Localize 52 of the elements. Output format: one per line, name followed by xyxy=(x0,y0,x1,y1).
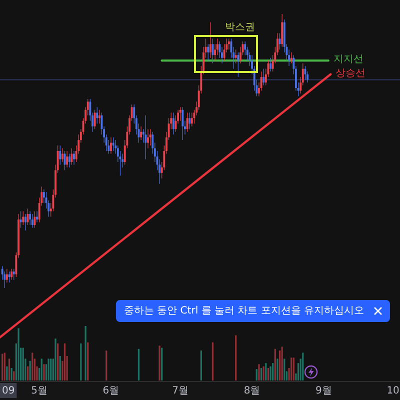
candlestick xyxy=(172,112,174,135)
candlestick xyxy=(70,148,73,165)
candlestick xyxy=(228,38,230,50)
x-tick-label: 10 xyxy=(386,386,400,396)
candlestick xyxy=(98,110,100,124)
candlestick xyxy=(144,115,147,160)
candlestick xyxy=(188,112,191,130)
candlestick xyxy=(112,137,114,152)
candlestick xyxy=(147,128,149,149)
candlestick xyxy=(29,210,32,226)
text: 중하는 동안 Ctrl 를 눌러 차트 포지션을 유지하십시오 xyxy=(124,306,364,316)
x-tick-label: 8월 xyxy=(244,386,260,396)
candlestick xyxy=(281,14,284,48)
candlestick xyxy=(304,66,306,80)
candlestick xyxy=(36,210,38,223)
x-tick-label: 5월 xyxy=(31,386,48,396)
candlestick xyxy=(234,49,237,64)
candlestick xyxy=(96,106,98,124)
candlestick xyxy=(61,148,64,162)
text: 09 xyxy=(2,386,15,396)
candlestick xyxy=(237,52,240,78)
candlestick xyxy=(262,68,265,86)
candlestick xyxy=(68,153,70,168)
candlestick xyxy=(12,268,15,280)
candlestick xyxy=(186,112,188,132)
candlestick xyxy=(24,214,26,231)
candlestick xyxy=(209,22,212,58)
candlestick xyxy=(182,106,184,140)
candlestick xyxy=(66,150,68,168)
series-label: 지지선 xyxy=(333,54,364,66)
candlestick xyxy=(290,52,292,64)
candlestick xyxy=(140,126,142,140)
candlestick xyxy=(73,150,75,165)
candlestick xyxy=(190,112,193,127)
candlestick xyxy=(59,145,62,165)
candlestick xyxy=(22,210,24,226)
candlestick xyxy=(207,44,210,61)
x-tick-label: 6월 xyxy=(102,386,120,396)
series-label: 상승선 xyxy=(336,68,366,79)
x-tick-label: 9월 xyxy=(316,386,332,396)
candlestick xyxy=(270,58,272,72)
annotation: 박스권 xyxy=(225,22,255,33)
candlestick xyxy=(34,210,36,228)
candlestick xyxy=(94,110,96,130)
candlestick xyxy=(149,128,152,146)
candlestick xyxy=(6,268,8,283)
candlestick xyxy=(10,268,13,280)
candlestick xyxy=(31,214,34,228)
candlestick xyxy=(179,106,182,122)
x-tick-label: 7월 xyxy=(172,386,189,396)
candlestick xyxy=(20,210,22,228)
candlestick xyxy=(110,137,112,154)
